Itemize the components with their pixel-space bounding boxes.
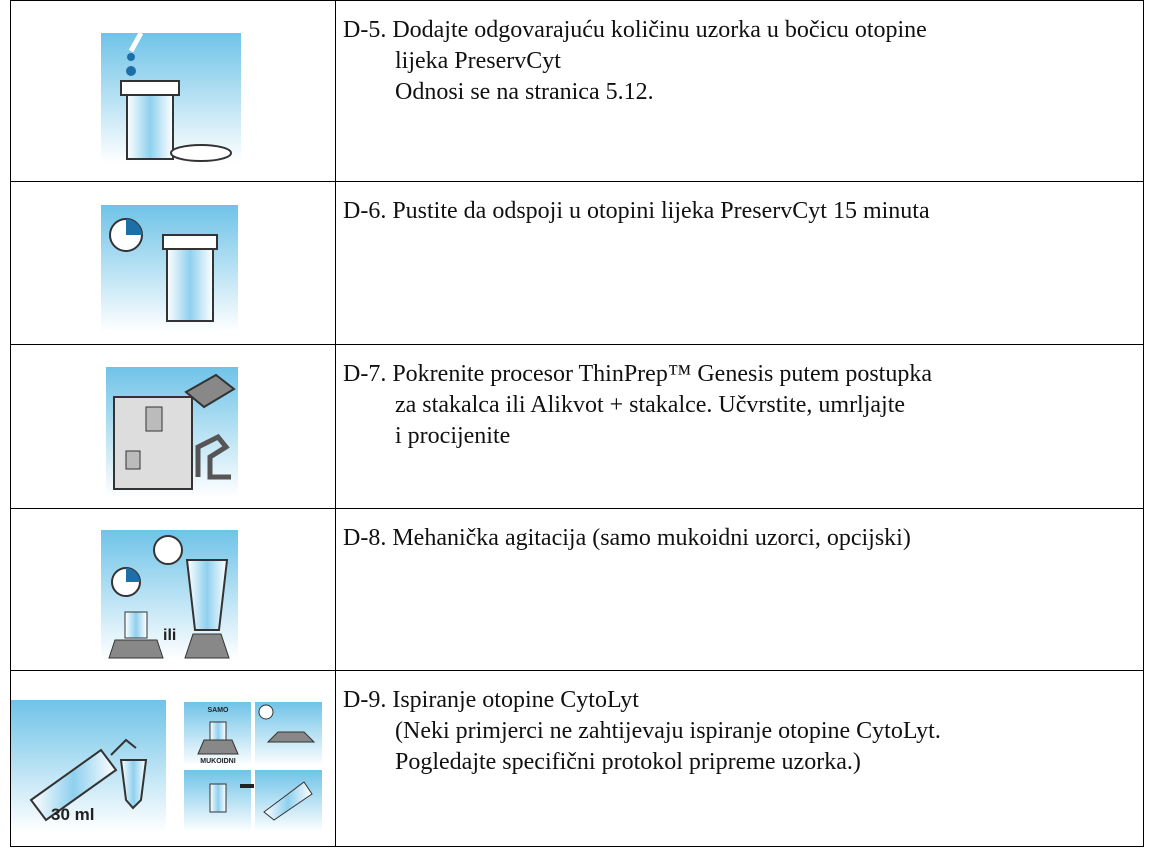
step-text: D-8. Mehanička agitacija (samo mukoidni … <box>343 523 911 554</box>
illustration-shape <box>185 559 229 631</box>
illustration: 30 ml <box>11 700 166 832</box>
illustration-shape <box>126 568 140 582</box>
illustration-shape <box>126 94 174 160</box>
text-line: i procijenite <box>395 423 511 449</box>
table-row: D-7. Pokrenite procesor ThinPrep™ Genesi… <box>11 344 1143 508</box>
illustration <box>101 205 238 332</box>
illustration-shape <box>126 219 142 235</box>
text-line: D-5. Dodajte odgovarajuću količinu uzork… <box>343 17 927 43</box>
illustration: ili <box>101 530 238 660</box>
step-text: D-6. Pustite da odspoji u otopini lijeka… <box>343 196 930 227</box>
illustration-shape <box>166 248 214 322</box>
illustration-shape <box>120 80 180 96</box>
illustration-label: ili <box>163 627 176 644</box>
illustration-shape <box>209 721 227 741</box>
procedure-table: D-5. Dodajte odgovarajuću količinu uzork… <box>10 0 1144 847</box>
illustration-shape <box>110 738 137 756</box>
illustration-label: SAMO <box>208 707 230 714</box>
illustration-shape <box>128 33 144 53</box>
illustration-shape <box>145 406 163 432</box>
text-line: Odnosi se na stranica 5.12. <box>395 79 654 105</box>
text-line: D-6. Pustite da odspoji u otopini lijeka… <box>343 198 930 224</box>
illustration-shape <box>170 144 232 162</box>
text-line: za stakalca ili Alikvot + stakalce. Učvr… <box>395 392 906 418</box>
illustration-shape <box>184 633 230 659</box>
text-line: D-9. Ispiranje otopine CytoLyt <box>343 687 639 713</box>
illustration-shape <box>209 783 227 813</box>
illustration-label: MUKOIDNI <box>200 758 235 765</box>
illustration-label: 30 ml <box>51 805 94 824</box>
illustration-shape <box>119 759 148 810</box>
illustration <box>101 33 241 163</box>
column-divider <box>335 1 336 846</box>
illustration <box>106 367 238 497</box>
step-text: D-9. Ispiranje otopine CytoLyt (Neki prim… <box>343 685 941 778</box>
text-line: D-7. Pokrenite procesor ThinPrep™ Genesi… <box>343 361 932 387</box>
illustration-shape <box>263 781 313 821</box>
text-line: (Neki primjerci ne zahtijevaju ispiranje… <box>395 718 941 744</box>
step-text: D-5. Dodajte odgovarajuću količinu uzork… <box>343 15 927 108</box>
illustration: SAMO MUKOIDNI <box>184 702 322 832</box>
illustration-shape <box>127 53 135 61</box>
illustration-shape <box>162 234 218 250</box>
text-line: lijeka PreservCyt <box>395 48 561 74</box>
illustration-shape <box>126 66 136 76</box>
table-row: D-5. Dodajte odgovarajuću količinu uzork… <box>11 1 1143 181</box>
illustration-shape <box>108 639 164 659</box>
table-row: ili D-8. Mehanička agitacija (samo mukoi… <box>11 508 1143 670</box>
table-row: D-6. Pustite da odspoji u otopini lijeka… <box>11 181 1143 344</box>
text-line: D-8. Mehanička agitacija (samo mukoidni … <box>343 525 911 551</box>
illustration-shape <box>258 704 274 720</box>
table-row: 30 ml SAMO MUKOIDNI D-9. Ispiranje otopi… <box>11 670 1143 848</box>
illustration-shape <box>125 450 141 470</box>
illustration-shape <box>266 731 316 743</box>
illustration-shape <box>29 748 118 822</box>
illustration-shape <box>195 433 231 480</box>
step-text: D-7. Pokrenite procesor ThinPrep™ Genesi… <box>343 359 932 452</box>
illustration-shape <box>197 739 239 755</box>
text-line: Pogledajte specifični protokol pripreme … <box>395 749 861 775</box>
illustration-shape <box>124 611 148 639</box>
illustration-shape <box>184 373 236 409</box>
illustration-shape <box>153 535 183 565</box>
